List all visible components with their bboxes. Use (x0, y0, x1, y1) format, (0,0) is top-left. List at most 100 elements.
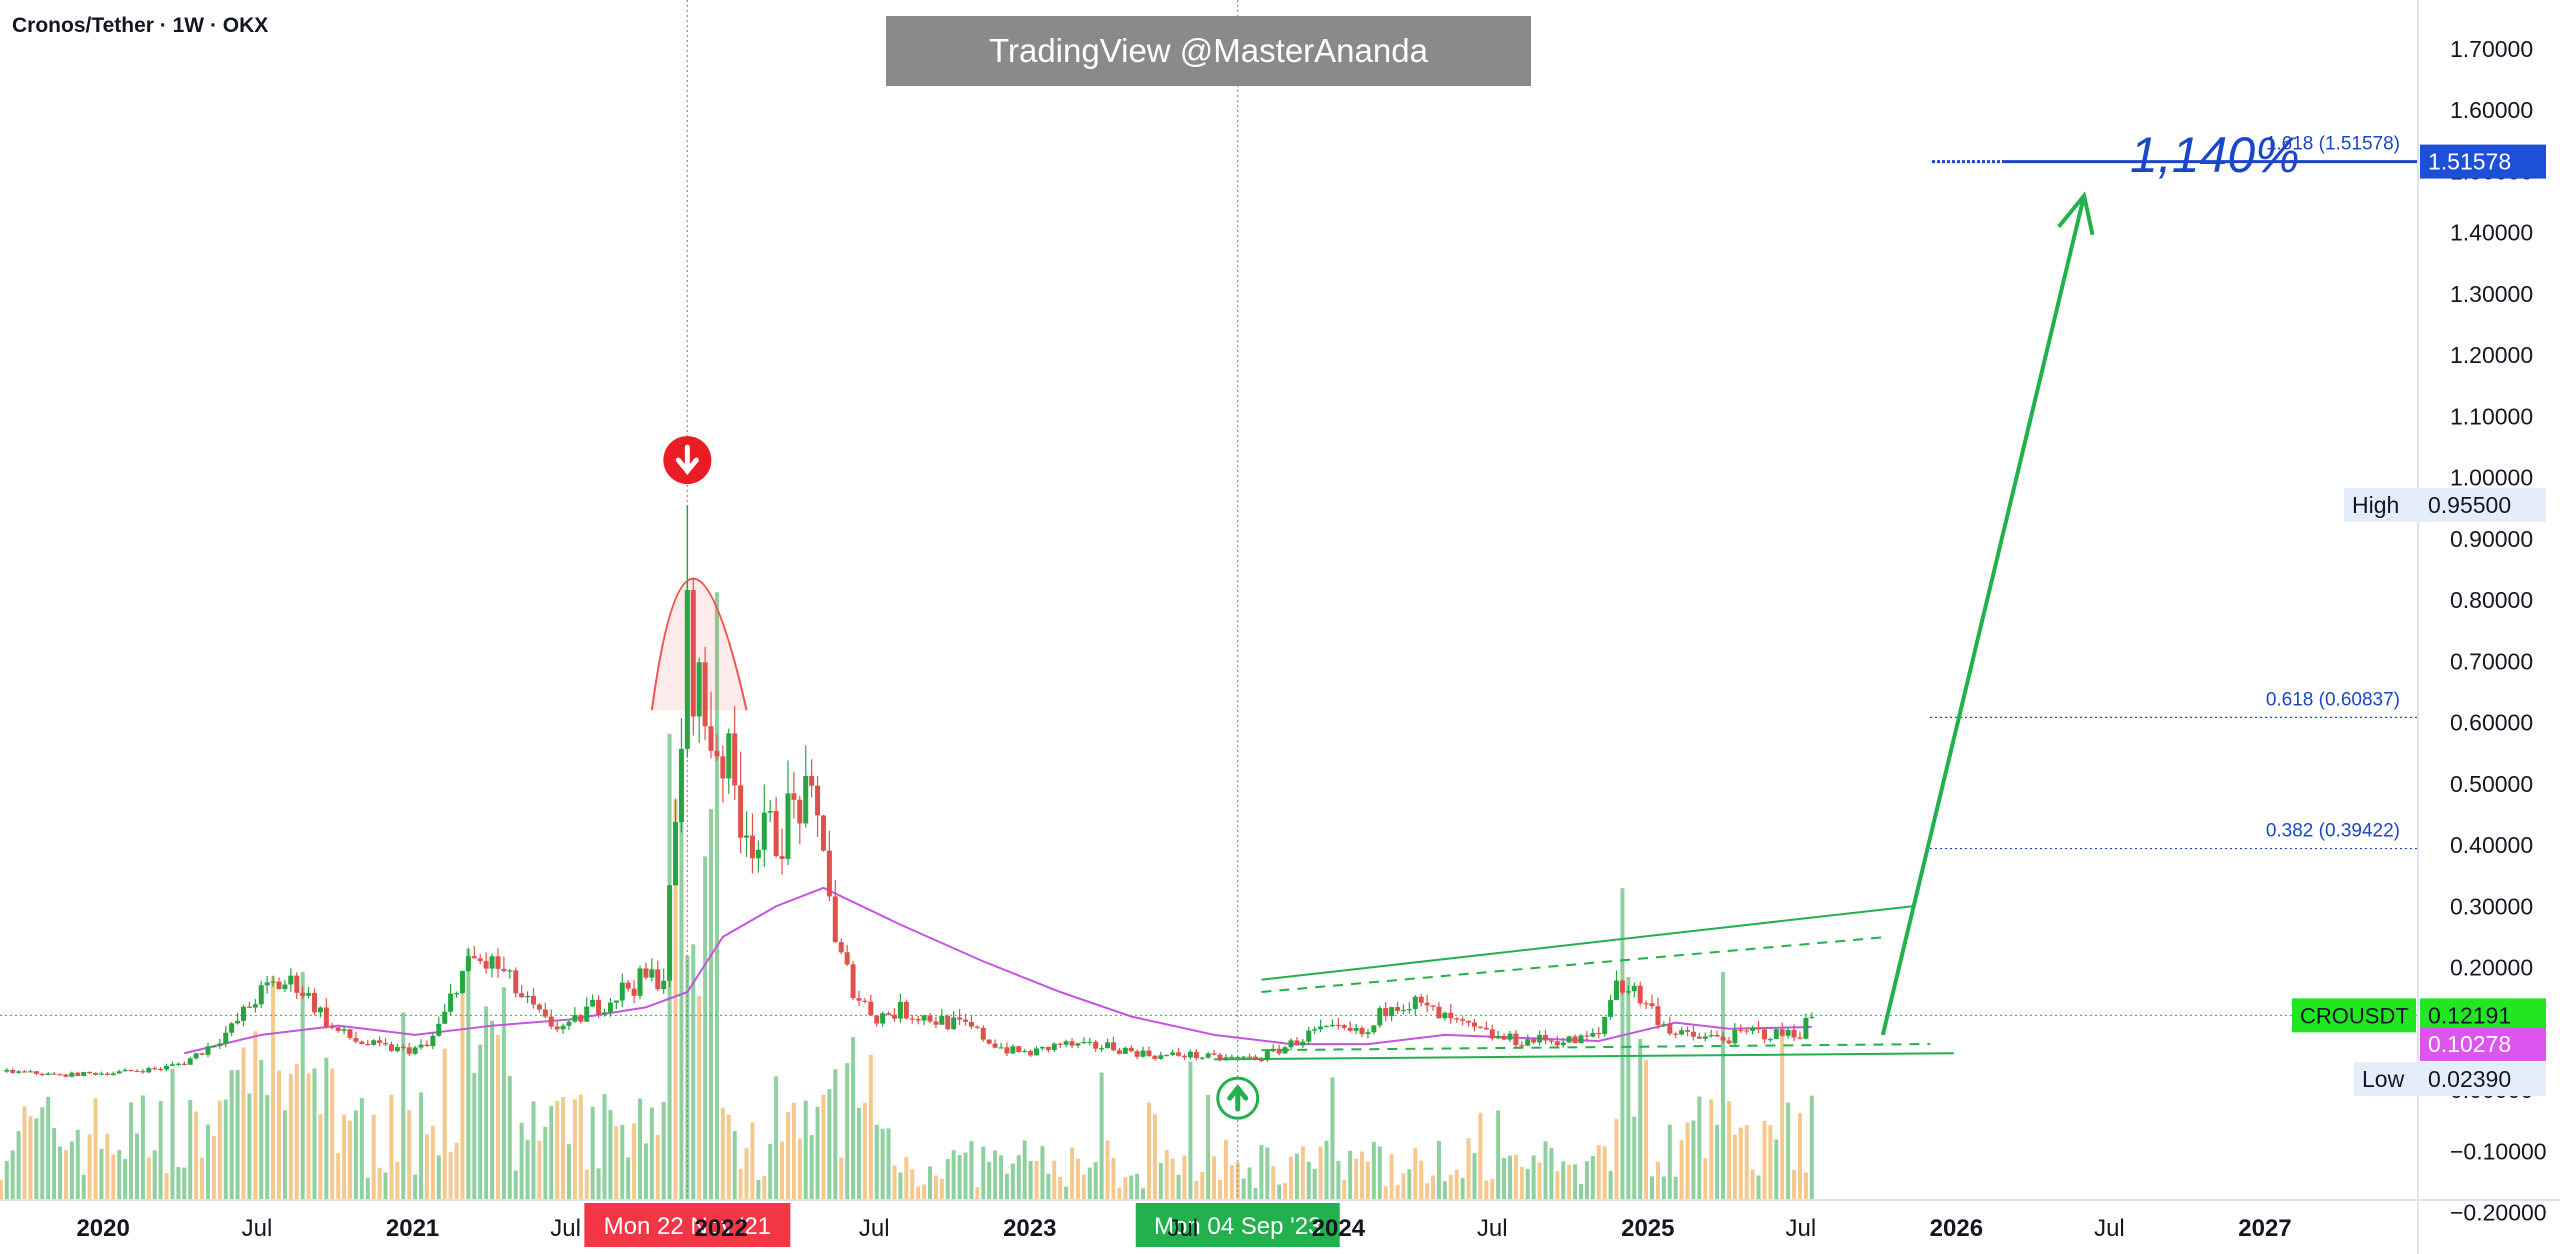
candle-body (1708, 1034, 1714, 1037)
volume-bar (1762, 1120, 1767, 1200)
candle-body (1324, 1026, 1330, 1028)
y-tick-label: 0.70000 (2450, 648, 2533, 674)
volume-bar (1223, 1139, 1228, 1200)
candle-body (258, 985, 264, 1005)
volume-bar (1253, 1187, 1258, 1200)
volume-bar (922, 1184, 927, 1200)
fibonacci-levels: 1.618 (1.51578) 0.618 (0.60837) 0.382 (0.3… (1930, 134, 2418, 850)
volume-bar (1709, 1099, 1714, 1200)
volume-bar (1046, 1173, 1051, 1200)
candle-body (903, 1001, 909, 1019)
volume-bar (862, 1102, 867, 1200)
candle-body (607, 1002, 613, 1013)
volume-bar (1786, 1102, 1791, 1200)
volume-bar (1602, 1146, 1607, 1200)
volume-bar (1744, 1124, 1749, 1200)
volume-bar (791, 1102, 796, 1200)
candle-body (1637, 985, 1643, 1004)
volume-bar (1579, 1184, 1583, 1200)
candle-body (365, 1043, 371, 1046)
volume-bar (1502, 1157, 1507, 1200)
volume-bar (1567, 1164, 1572, 1200)
volume-bar (620, 1124, 625, 1200)
candle-body (755, 849, 761, 859)
candle-body (1081, 1041, 1087, 1044)
candle-body (240, 1006, 246, 1021)
volume-bar (1158, 1163, 1163, 1200)
candle-body (897, 1001, 903, 1019)
candle-body (1744, 1030, 1750, 1032)
volume-bar (697, 995, 702, 1200)
y-tick-label: −0.10000 (2450, 1138, 2547, 1164)
candle-body (424, 1044, 430, 1047)
drawings: 1,140% (0, 0, 2418, 1200)
candles (4, 505, 1815, 1078)
volume-bar (371, 1114, 376, 1200)
volume-bar (1354, 1158, 1359, 1200)
y-tick-label: 1.20000 (2450, 342, 2533, 368)
candle-body (448, 993, 454, 1012)
candle-body (454, 993, 460, 995)
volume-bar (1614, 1119, 1619, 1200)
candle-body (388, 1044, 394, 1052)
candle-body (1702, 1036, 1708, 1039)
volume-bar (217, 1100, 222, 1200)
volume-bar (1413, 1148, 1418, 1200)
channel-line (1214, 1052, 1954, 1061)
candle-body (1016, 1046, 1022, 1052)
x-tick-label: Jul (2094, 1215, 2125, 1242)
volume-bar (170, 1068, 175, 1200)
candle-body (850, 964, 856, 999)
candle-body (1146, 1050, 1152, 1056)
candle-body (335, 1027, 341, 1031)
x-tick-label: Jul (1477, 1215, 1508, 1242)
volume-bar (839, 1157, 844, 1200)
candle-body (495, 956, 501, 969)
volume-bar (93, 1098, 98, 1200)
candle-body (1454, 1018, 1460, 1020)
candle-body (1643, 1003, 1649, 1005)
volume-bar (395, 1161, 400, 1200)
candle-body (1377, 1008, 1383, 1026)
y-tick-label: 1.40000 (2450, 220, 2533, 246)
candle-body (1602, 1016, 1608, 1034)
volume-bar (1573, 1164, 1578, 1200)
candle-body (122, 1069, 128, 1072)
candle-body (1685, 1030, 1691, 1032)
volume-bar (123, 1159, 128, 1200)
candle-body (572, 1014, 578, 1022)
volume-bar (484, 1006, 489, 1200)
candle-body (1051, 1043, 1057, 1051)
candle-body (270, 981, 276, 983)
volume-bar (916, 1186, 921, 1200)
volume-bar (1265, 1147, 1270, 1200)
volume-bar (152, 1150, 157, 1200)
candle-body (542, 1009, 548, 1017)
candle-body (1803, 1017, 1809, 1039)
candle-body (1347, 1027, 1353, 1031)
volume-bar (1679, 1140, 1684, 1200)
candle-body (678, 748, 684, 823)
volume-bar (726, 1114, 731, 1200)
volume-bar (205, 1124, 210, 1200)
volume-bar (353, 1110, 358, 1200)
volume-bar (1691, 1120, 1696, 1200)
volume-bar (1543, 1141, 1548, 1200)
candle-body (584, 1006, 590, 1022)
candle-body (158, 1068, 164, 1071)
candle-body (1004, 1047, 1010, 1054)
candle-body (1300, 1041, 1306, 1046)
volume-bar (1330, 1077, 1335, 1200)
volume-bar (1105, 1140, 1110, 1200)
candle-body (1353, 1027, 1359, 1031)
volume-bar (1431, 1175, 1436, 1200)
y-tick-label: 1.00000 (2450, 465, 2533, 491)
volume-bar (1715, 1124, 1720, 1200)
candle-body (312, 992, 318, 1013)
volume-bar (1170, 1158, 1175, 1200)
volume-bar (1774, 1139, 1779, 1200)
candle-body (276, 981, 282, 990)
volume-bar (987, 1161, 992, 1200)
candle-body (465, 956, 471, 971)
